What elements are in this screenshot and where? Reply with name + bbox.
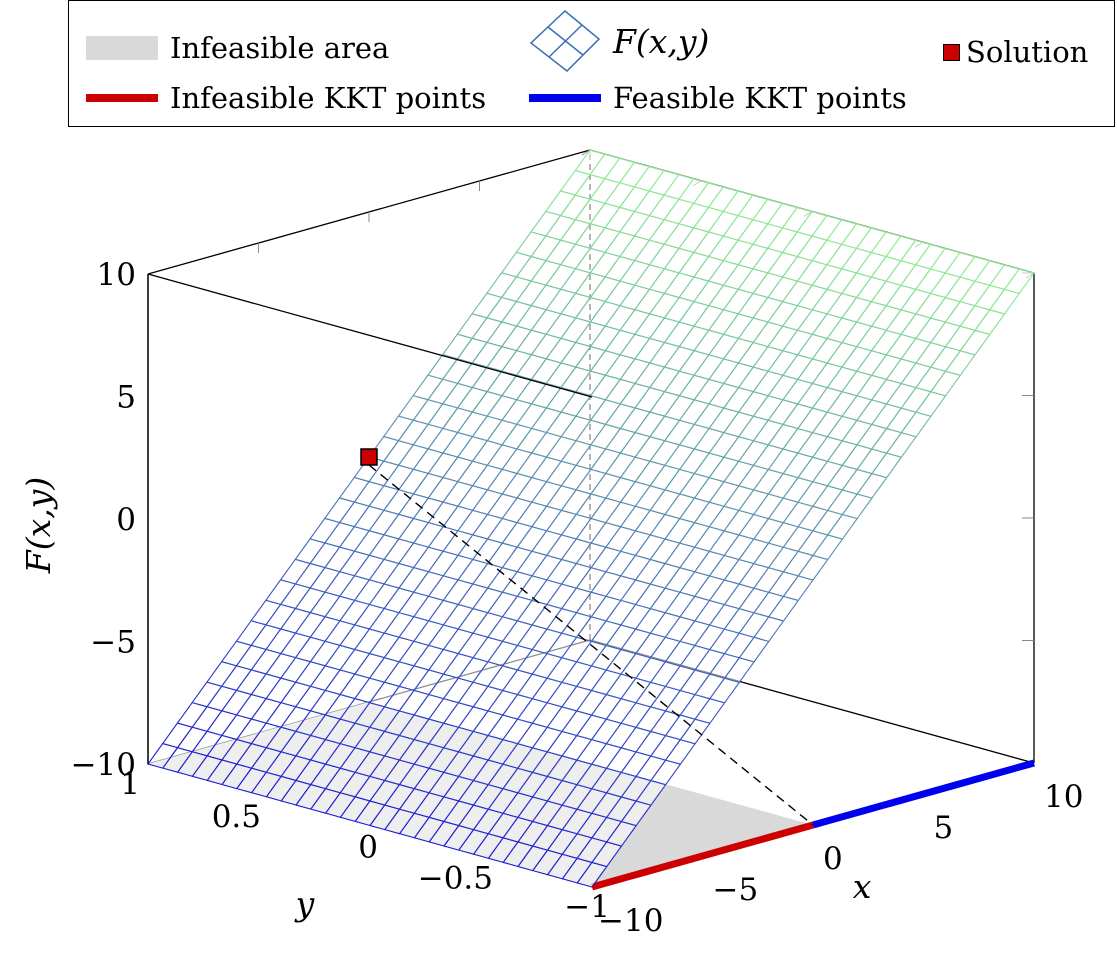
- y-tick-label: −1: [564, 889, 610, 925]
- z-tick-label: −5: [90, 625, 136, 661]
- z-tick-label: 0: [116, 502, 136, 538]
- solution-marker-icon: [943, 43, 960, 61]
- legend-item-feasible-kkt: Feasible KKT points: [529, 81, 907, 115]
- z-tick-label: −10: [71, 747, 136, 783]
- legend-item-infeasible-area: Infeasible area: [86, 31, 389, 65]
- feasible-kkt-line: [812, 759, 1035, 829]
- solution-marker: [360, 448, 378, 466]
- back-tick-mark: [581, 149, 591, 156]
- z-tick-label: 5: [116, 380, 136, 416]
- x-tick-label: 10: [1044, 779, 1083, 815]
- y-tick-label: 1: [120, 766, 140, 802]
- y-tick-label: 0.5: [212, 799, 261, 835]
- infeasible-kkt-swatch: [86, 94, 158, 102]
- x-tick-label: 0: [823, 841, 843, 877]
- legend-label-infeasible-area: Infeasible area: [170, 31, 390, 65]
- legend-item-surface: F(x,y): [529, 9, 709, 73]
- legend-item-solution: Solution: [943, 35, 1088, 69]
- solution-group: [360, 448, 814, 826]
- z-axis-label: F(x,y): [19, 477, 58, 574]
- surface-mesh: [147, 149, 1035, 888]
- legend-label-surface: F(x,y): [613, 21, 710, 61]
- surface-mesh-icon: [529, 10, 601, 72]
- y-axis-label: y: [294, 884, 315, 923]
- feasible-kkt-swatch: [529, 94, 601, 102]
- x-tick-label: 5: [934, 810, 954, 846]
- front-axes: [147, 273, 593, 764]
- legend-label-solution: Solution: [966, 35, 1089, 69]
- y-tick-label: 0: [358, 830, 378, 866]
- solution-drop-line: [368, 464, 814, 826]
- x-tick-label: −5: [713, 872, 759, 908]
- surface-cell: [574, 149, 606, 176]
- legend-label-feasible-kkt: Feasible KKT points: [613, 81, 907, 115]
- x-tick-label: −10: [598, 903, 663, 939]
- x-axis-label: x: [853, 867, 872, 906]
- z-tick-label: 10: [97, 257, 136, 293]
- legend-label-infeasible-kkt: Infeasible KKT points: [170, 81, 487, 115]
- infeasible-area-swatch: [86, 36, 158, 60]
- axis-front-edge: [147, 273, 593, 398]
- y-tick-label: −0.5: [418, 860, 493, 896]
- kkt-lines: [591, 759, 1035, 891]
- infeasible-kkt-line: [591, 821, 814, 891]
- legend-item-infeasible-kkt: Infeasible KKT points: [86, 81, 486, 115]
- legend: Infeasible area F(x,y) Solution Infeasib…: [68, 0, 1115, 127]
